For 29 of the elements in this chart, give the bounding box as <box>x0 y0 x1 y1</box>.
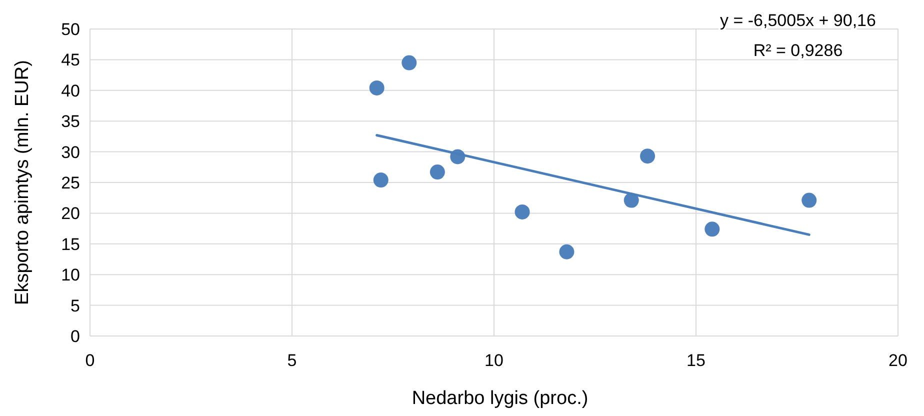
y-tick-label: 0 <box>70 326 80 346</box>
y-tick-label: 25 <box>61 173 80 192</box>
point <box>430 164 445 180</box>
point <box>802 192 817 208</box>
point <box>373 172 388 188</box>
y-axis-title: Eksporto apimtys (mln. EUR) <box>12 60 33 305</box>
point <box>559 244 574 260</box>
x-tick-label: 10 <box>484 351 504 370</box>
annotation: R² = 0,9286 <box>753 41 843 60</box>
y-tick-label: 10 <box>61 266 80 285</box>
point <box>402 55 417 70</box>
y-tick-label: 20 <box>61 204 80 224</box>
point <box>640 148 656 164</box>
y-tick-label: 15 <box>61 234 80 254</box>
x-tick-label: 15 <box>686 351 706 370</box>
annotation: y = -6,5005x + 90,16 <box>720 11 876 30</box>
x-tick-label: 20 <box>888 351 908 370</box>
x-tick-label: 0 <box>85 351 95 370</box>
y-tick-label: 5 <box>70 296 80 316</box>
y-tick-label: 50 <box>61 20 80 39</box>
y-tick-label: 40 <box>61 81 80 100</box>
point <box>514 204 530 220</box>
point <box>704 222 720 237</box>
x-axis-title: Nedarbo lygis (proc.) <box>412 388 588 409</box>
y-tick-label: 30 <box>61 142 80 162</box>
point <box>369 80 384 96</box>
y-tick-label: 45 <box>61 50 80 70</box>
y-tick-label: 35 <box>61 112 80 132</box>
x-tick-label: 5 <box>287 351 297 370</box>
